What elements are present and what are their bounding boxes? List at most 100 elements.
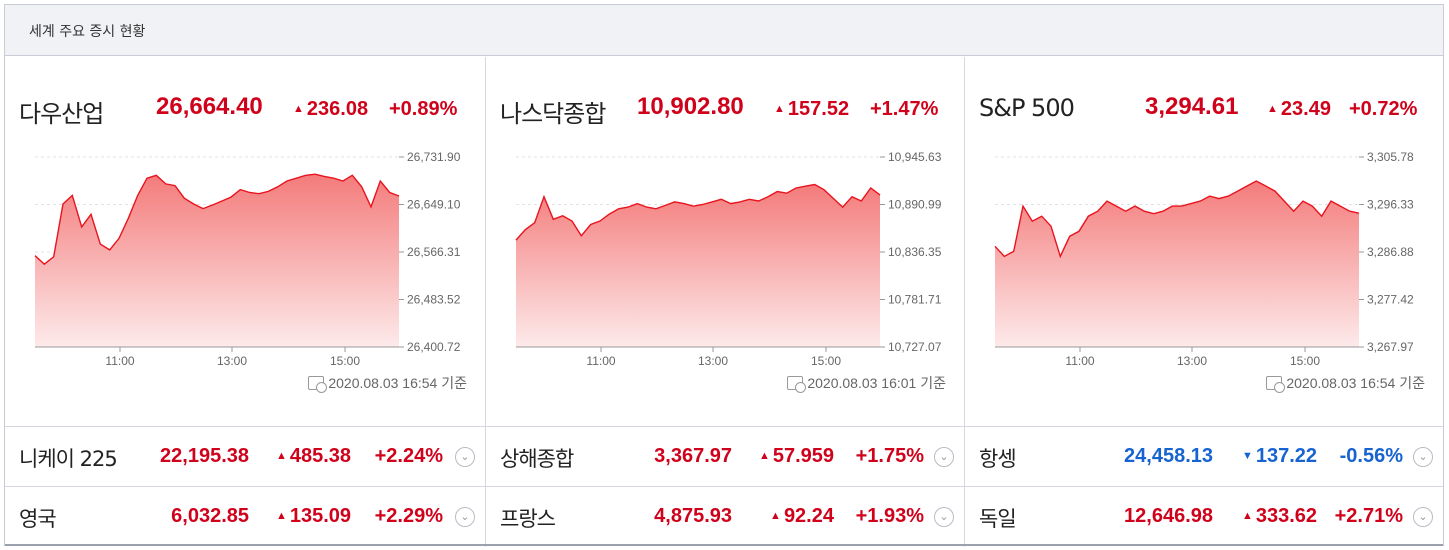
market-value: 24,458.13 <box>1124 445 1213 467</box>
bottom-border <box>5 544 1443 546</box>
market-name: 영국 <box>19 507 57 531</box>
index-change-value: 236.08 <box>306 98 369 120</box>
market-name: 독일 <box>979 507 1017 531</box>
expand-chevron-icon[interactable]: ⌄ <box>1413 507 1433 527</box>
market-row: 니케이 225 22,195.38 ▲ 485.38 +2.24% ⌄ 상해종합 … <box>5 426 1443 487</box>
market-item-france[interactable]: 프랑스 4,875.93 ▲ 92.24 +1.93% ⌄ <box>485 487 964 547</box>
market-change: ▲ 57.959 <box>759 445 834 468</box>
up-arrow-icon: ▲ <box>1241 510 1253 522</box>
y-tick-label: 26,566.31 <box>407 245 461 259</box>
index-chart[interactable]: 26,731.90 26,649.10 26,566.31 26,483.52 26,4… <box>5 57 485 426</box>
index-panel-dow[interactable]: 다우산업 26,664.40 ▲ 236.08 +0.89% 26,731.90 2… <box>5 57 485 426</box>
up-arrow-icon: ▲ <box>1267 103 1278 115</box>
y-tick-label: 10,727.07 <box>888 340 942 354</box>
world-markets-widget: 세계 주요 증시 현황 다우산업 26,664.40 ▲ 236.08 +0.89… <box>4 4 1444 547</box>
market-item-germany[interactable]: 독일 12,646.98 ▲ 333.62 +2.71% ⌄ <box>964 487 1443 547</box>
market-rate: +1.93% <box>855 505 924 527</box>
timestamp-text: 2020.08.03 16:01 기준 <box>807 375 946 391</box>
timestamp: 2020.08.03 16:54 기준 <box>1266 373 1425 393</box>
down-arrow-icon: ▼ <box>1241 450 1253 462</box>
market-rate: +2.71% <box>1334 505 1403 527</box>
y-tick-label: 10,836.35 <box>888 245 942 259</box>
y-tick-label: 26,400.72 <box>407 340 461 354</box>
calendar-clock-icon <box>787 376 807 393</box>
x-tick-label: 13:00 <box>1177 354 1207 368</box>
series-line <box>994 180 1360 259</box>
y-tick-label: 26,649.10 <box>407 198 461 212</box>
index-change: ▲ 23.49 <box>1267 98 1331 121</box>
market-value: 4,875.93 <box>654 505 732 527</box>
index-value: 10,902.80 <box>637 93 744 120</box>
market-item-nikkei[interactable]: 니케이 225 22,195.38 ▲ 485.38 +2.24% ⌄ <box>5 427 485 487</box>
market-value: 6,032.85 <box>171 505 249 527</box>
expand-chevron-icon[interactable]: ⌄ <box>455 447 475 467</box>
y-tick-label: 26,483.52 <box>407 293 461 307</box>
index-name: 나스닥종합 <box>500 100 606 128</box>
widget-header: 세계 주요 증시 현황 <box>5 5 1443 56</box>
calendar-clock-icon <box>1266 376 1286 393</box>
market-rate: -0.56% <box>1339 445 1403 467</box>
x-tick-label: 13:00 <box>698 354 728 368</box>
x-tick-label: 11:00 <box>586 354 615 368</box>
x-tick-label: 15:00 <box>330 354 360 368</box>
y-tick-label: 10,890.99 <box>888 198 942 212</box>
market-item-hangseng[interactable]: 항셍 24,458.13 ▼ 137.22 -0.56% ⌄ <box>964 427 1443 487</box>
y-tick-label: 3,277.42 <box>1367 293 1414 307</box>
y-tick-label: 10,945.63 <box>888 150 942 164</box>
x-tick-label: 15:00 <box>811 354 841 368</box>
timestamp: 2020.08.03 16:54 기준 <box>308 373 467 393</box>
index-rate: +0.89% <box>389 98 458 120</box>
up-arrow-icon: ▲ <box>275 450 287 462</box>
market-item-uk[interactable]: 영국 6,032.85 ▲ 135.09 +2.29% ⌄ <box>5 487 485 547</box>
expand-chevron-icon[interactable]: ⌄ <box>455 507 475 527</box>
market-name: 프랑스 <box>500 507 556 531</box>
expand-chevron-icon[interactable]: ⌄ <box>934 447 954 467</box>
index-panel-sp500[interactable]: S&P 500 3,294.61 ▲ 23.49 +0.72% 3,305.78 3… <box>964 57 1443 426</box>
market-change: ▲ 485.38 <box>276 445 351 468</box>
market-change-value: 485.38 <box>289 445 351 467</box>
market-row: 영국 6,032.85 ▲ 135.09 +2.29% ⌄ 프랑스 4,875.9… <box>5 486 1443 547</box>
y-tick-label: 3,305.78 <box>1367 150 1414 164</box>
market-item-shanghai[interactable]: 상해종합 3,367.97 ▲ 57.959 +1.75% ⌄ <box>485 427 964 487</box>
series-area <box>516 184 880 347</box>
x-tick-label: 11:00 <box>1065 354 1094 368</box>
x-tick-label: 11:00 <box>105 354 134 368</box>
index-chart[interactable]: 10,945.63 10,890.99 10,836.35 10,781.71 10,7… <box>486 57 965 426</box>
market-change: ▼ 137.22 <box>1242 445 1317 468</box>
index-value: 3,294.61 <box>1145 93 1239 120</box>
market-name: 항셍 <box>979 447 1017 471</box>
timestamp-text: 2020.08.03 16:54 기준 <box>328 375 467 391</box>
market-change-value: 137.22 <box>1255 445 1317 467</box>
x-tick-label: 15:00 <box>1290 354 1320 368</box>
market-rate: +1.75% <box>855 445 924 467</box>
series-line <box>34 173 400 266</box>
y-tick-label: 3,296.33 <box>1367 198 1414 212</box>
index-change: ▲ 157.52 <box>774 98 849 121</box>
market-change: ▲ 92.24 <box>770 505 834 528</box>
index-rate: +0.72% <box>1349 98 1418 120</box>
market-value: 22,195.38 <box>160 445 249 467</box>
market-rate: +2.29% <box>374 505 443 527</box>
calendar-clock-icon <box>308 376 328 393</box>
expand-chevron-icon[interactable]: ⌄ <box>934 507 954 527</box>
y-tick-label: 3,267.97 <box>1367 340 1414 354</box>
market-change-value: 57.959 <box>772 445 834 467</box>
market-change-value: 333.62 <box>1255 505 1317 527</box>
index-chart[interactable]: 3,305.78 3,296.33 3,286.88 3,277.42 3,267.97… <box>965 57 1444 426</box>
market-value: 12,646.98 <box>1124 505 1213 527</box>
market-change-value: 135.09 <box>289 505 351 527</box>
index-rate: +1.47% <box>870 98 939 120</box>
index-value: 26,664.40 <box>156 93 263 120</box>
market-change: ▲ 333.62 <box>1242 505 1317 528</box>
expand-chevron-icon[interactable]: ⌄ <box>1413 447 1433 467</box>
market-name: 니케이 225 <box>19 447 118 471</box>
x-tick-label: 13:00 <box>217 354 247 368</box>
index-panel-nasdaq[interactable]: 나스닥종합 10,902.80 ▲ 157.52 +1.47% 10,945.63… <box>485 57 964 426</box>
market-value: 3,367.97 <box>654 445 732 467</box>
y-tick-label: 26,731.90 <box>407 150 461 164</box>
up-arrow-icon: ▲ <box>293 103 304 115</box>
y-tick-label: 10,781.71 <box>888 293 942 307</box>
index-change-value: 157.52 <box>787 98 850 120</box>
market-change: ▲ 135.09 <box>276 505 351 528</box>
index-name: S&P 500 <box>979 94 1075 122</box>
